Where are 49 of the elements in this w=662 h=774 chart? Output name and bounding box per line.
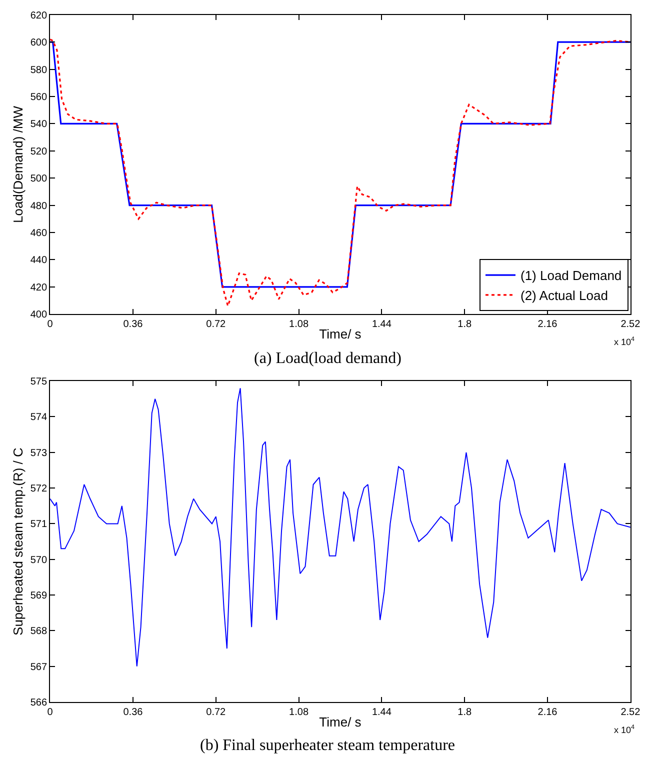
x-tick-label: 2.52 <box>620 707 641 718</box>
y-tick-label: 571 <box>30 519 48 530</box>
text: x 10$^{4}$ <box>614 336 636 347</box>
y-tick-label: 420 <box>30 282 48 294</box>
x-tick-label: 2.16 <box>538 707 558 718</box>
y-axis-title: Superheated steam temp.(R) / C <box>10 448 26 636</box>
y-tick-label: 600 <box>30 38 48 49</box>
y-tick-label: 573 <box>30 448 48 459</box>
y-tick-label: 480 <box>30 200 48 212</box>
x-axis-title: Time/ s <box>319 714 362 730</box>
text: (b) Final superheater steam temperature <box>200 737 455 754</box>
x-axis-title: Time/ s <box>319 326 362 342</box>
y-tick-label: 400 <box>30 310 48 321</box>
y-tick-label: 575 <box>30 376 48 388</box>
x-tick-label: 1.08 <box>289 319 309 330</box>
x-tick-label: 1.08 <box>289 707 309 718</box>
y-tick-label: 460 <box>30 228 48 240</box>
x-tick-label: 1.8 <box>458 319 472 330</box>
y-tick-label: 540 <box>30 119 48 130</box>
legend-label: (2) Actual Load <box>520 288 608 304</box>
y-tick-label: 580 <box>30 64 48 76</box>
legend-label: (1) Load Demand <box>520 268 622 284</box>
x-tick-label: 0 <box>47 707 54 718</box>
x-tick-label: 1.8 <box>458 707 472 718</box>
x-tick-label: 0.36 <box>123 319 144 330</box>
text: x 10$^{4}$ <box>614 724 636 735</box>
x-tick-label: 2.52 <box>620 319 641 330</box>
x-tick-label: 2.16 <box>538 319 558 330</box>
line-series <box>50 388 630 667</box>
y-tick-label: 574 <box>30 412 48 424</box>
y-tick-label: 520 <box>30 146 48 158</box>
text: (a) Load(load demand) <box>254 350 402 367</box>
y-tick-label: 570 <box>30 554 48 566</box>
y-axis-title: Load(Demand) /MW <box>10 105 26 224</box>
x-tick-label: 0.72 <box>206 319 226 330</box>
x-tick-label: 0 <box>47 319 54 330</box>
x-tick-label: 1.44 <box>372 707 392 718</box>
y-tick-label: 440 <box>30 255 48 266</box>
y-tick-label: 620 <box>30 10 48 22</box>
y-tick-label: 572 <box>30 484 48 495</box>
y-tick-label: 568 <box>30 626 48 638</box>
y-tick-label: 566 <box>30 698 48 709</box>
y-tick-label: 500 <box>30 174 48 185</box>
y-tick-label: 567 <box>30 662 48 673</box>
x-tick-label: 0.72 <box>206 707 226 718</box>
y-tick-label: 569 <box>30 590 48 602</box>
x-tick-label: 0.36 <box>123 707 144 718</box>
y-tick-label: 560 <box>30 92 48 103</box>
x-tick-label: 1.44 <box>372 319 392 330</box>
